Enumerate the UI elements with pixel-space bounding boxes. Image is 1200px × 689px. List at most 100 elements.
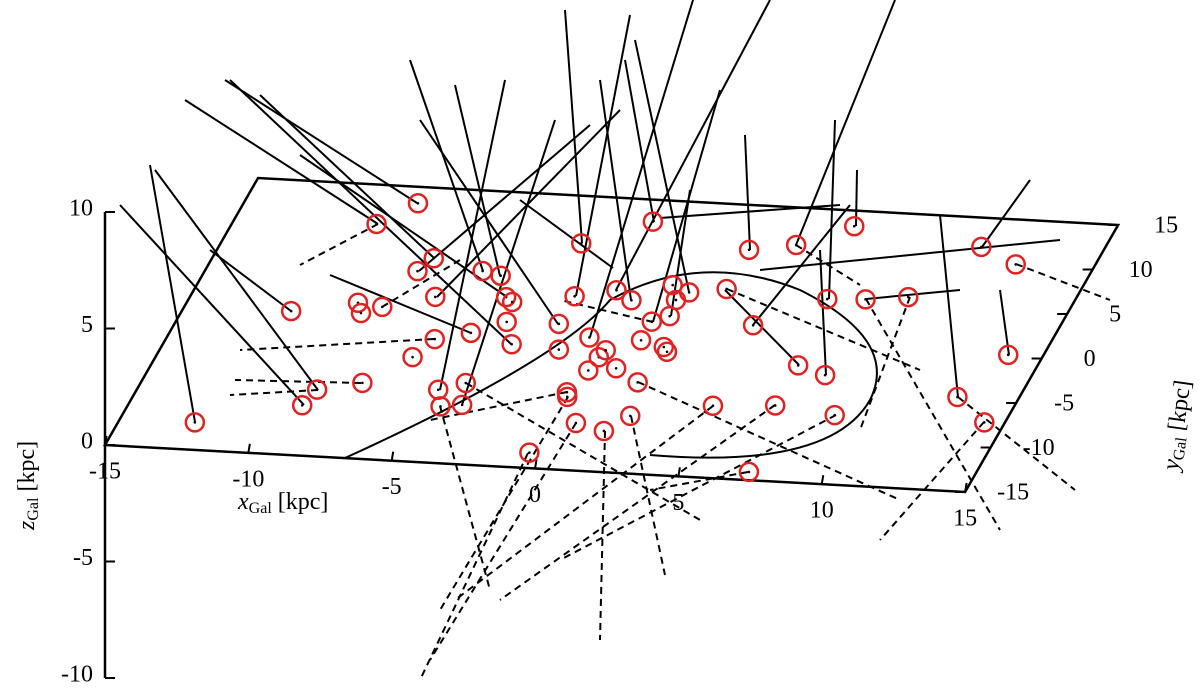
source-dot <box>499 274 502 278</box>
source-marker <box>352 372 373 394</box>
x-tick-label: 15 <box>953 506 977 532</box>
source-marker <box>372 296 393 318</box>
source <box>787 355 809 376</box>
source-marker <box>814 364 836 386</box>
source-marker <box>571 233 592 254</box>
source-dot <box>557 348 561 351</box>
source-dot <box>300 403 304 407</box>
source-dot <box>823 373 827 377</box>
source <box>738 461 760 483</box>
source-marker <box>593 420 615 442</box>
source <box>738 239 760 261</box>
source-dot <box>469 331 473 335</box>
source <box>642 211 664 232</box>
xlabel-axis-label: xGal [kpc] <box>237 489 328 517</box>
source-dot <box>416 201 420 205</box>
source-dot <box>628 414 632 418</box>
source-marker <box>947 386 968 408</box>
source <box>824 404 845 426</box>
source <box>641 311 663 332</box>
source-dot <box>433 337 437 341</box>
x-tick <box>534 459 538 469</box>
source-marker <box>785 234 807 256</box>
source <box>407 260 428 282</box>
source <box>595 340 616 361</box>
galactic-plane <box>102 176 1121 494</box>
source-marker <box>306 379 328 400</box>
source <box>764 395 786 416</box>
source-marker <box>565 412 587 434</box>
source-marker <box>402 346 423 368</box>
source-marker <box>738 239 760 261</box>
source-dot <box>833 413 837 417</box>
source-marker <box>620 405 641 427</box>
source-marker <box>490 265 511 286</box>
source-dot <box>573 294 576 298</box>
y-tick-label: -10 <box>1023 435 1055 461</box>
z-tick-label: 5 <box>81 312 93 338</box>
source <box>678 282 700 303</box>
x-tick-label: 10 <box>810 498 834 524</box>
source <box>817 288 838 310</box>
source <box>430 396 451 417</box>
source-marker <box>366 213 387 235</box>
source-marker <box>678 282 700 303</box>
source <box>997 344 1019 366</box>
axis-unit: [kpc] <box>278 489 329 515</box>
source-marker <box>742 315 764 336</box>
source-dot <box>747 248 751 252</box>
y-tick-label: 15 <box>1154 213 1178 239</box>
source <box>630 330 652 351</box>
source-dot <box>687 291 691 294</box>
source <box>716 278 737 300</box>
source-dot <box>436 388 440 392</box>
source-marker <box>702 395 724 416</box>
y-tick-label: -5 <box>1054 391 1074 417</box>
source-dot <box>505 320 508 324</box>
source <box>593 420 615 442</box>
source <box>424 328 445 350</box>
source <box>606 280 627 301</box>
source-dot <box>359 311 363 315</box>
source-marker <box>997 344 1019 366</box>
source-marker <box>656 341 678 363</box>
source-dot <box>1014 263 1018 266</box>
source-dot <box>557 322 561 326</box>
source-marker <box>564 286 585 307</box>
source <box>451 394 473 416</box>
x-tick <box>104 435 108 446</box>
source <box>974 412 995 433</box>
source-marker <box>424 328 445 350</box>
source-dot <box>980 245 983 249</box>
source-dot <box>528 451 531 454</box>
source-dot <box>460 403 464 407</box>
source-dot <box>671 283 674 287</box>
source-dot <box>747 470 751 474</box>
source-dot <box>668 314 671 318</box>
x-tick <box>964 482 968 493</box>
source-marker <box>1005 254 1026 275</box>
source-dot <box>796 364 800 367</box>
source <box>350 302 372 324</box>
source <box>565 412 587 434</box>
source-dot <box>662 345 666 349</box>
source-marker <box>621 290 642 311</box>
source-marker <box>578 360 599 381</box>
source-dot <box>852 224 856 228</box>
y-tick-label: -15 <box>997 480 1029 506</box>
source <box>620 405 641 427</box>
source <box>496 311 517 333</box>
source <box>472 260 493 282</box>
source-marker <box>280 300 302 322</box>
source <box>427 379 449 401</box>
source-marker <box>460 322 482 344</box>
source <box>425 286 446 308</box>
source-dot <box>711 404 715 408</box>
source-dot <box>794 243 798 247</box>
source-dot <box>614 366 618 370</box>
source <box>372 296 393 318</box>
source-marker <box>627 372 648 393</box>
source-dot <box>586 369 590 372</box>
source <box>501 291 523 313</box>
